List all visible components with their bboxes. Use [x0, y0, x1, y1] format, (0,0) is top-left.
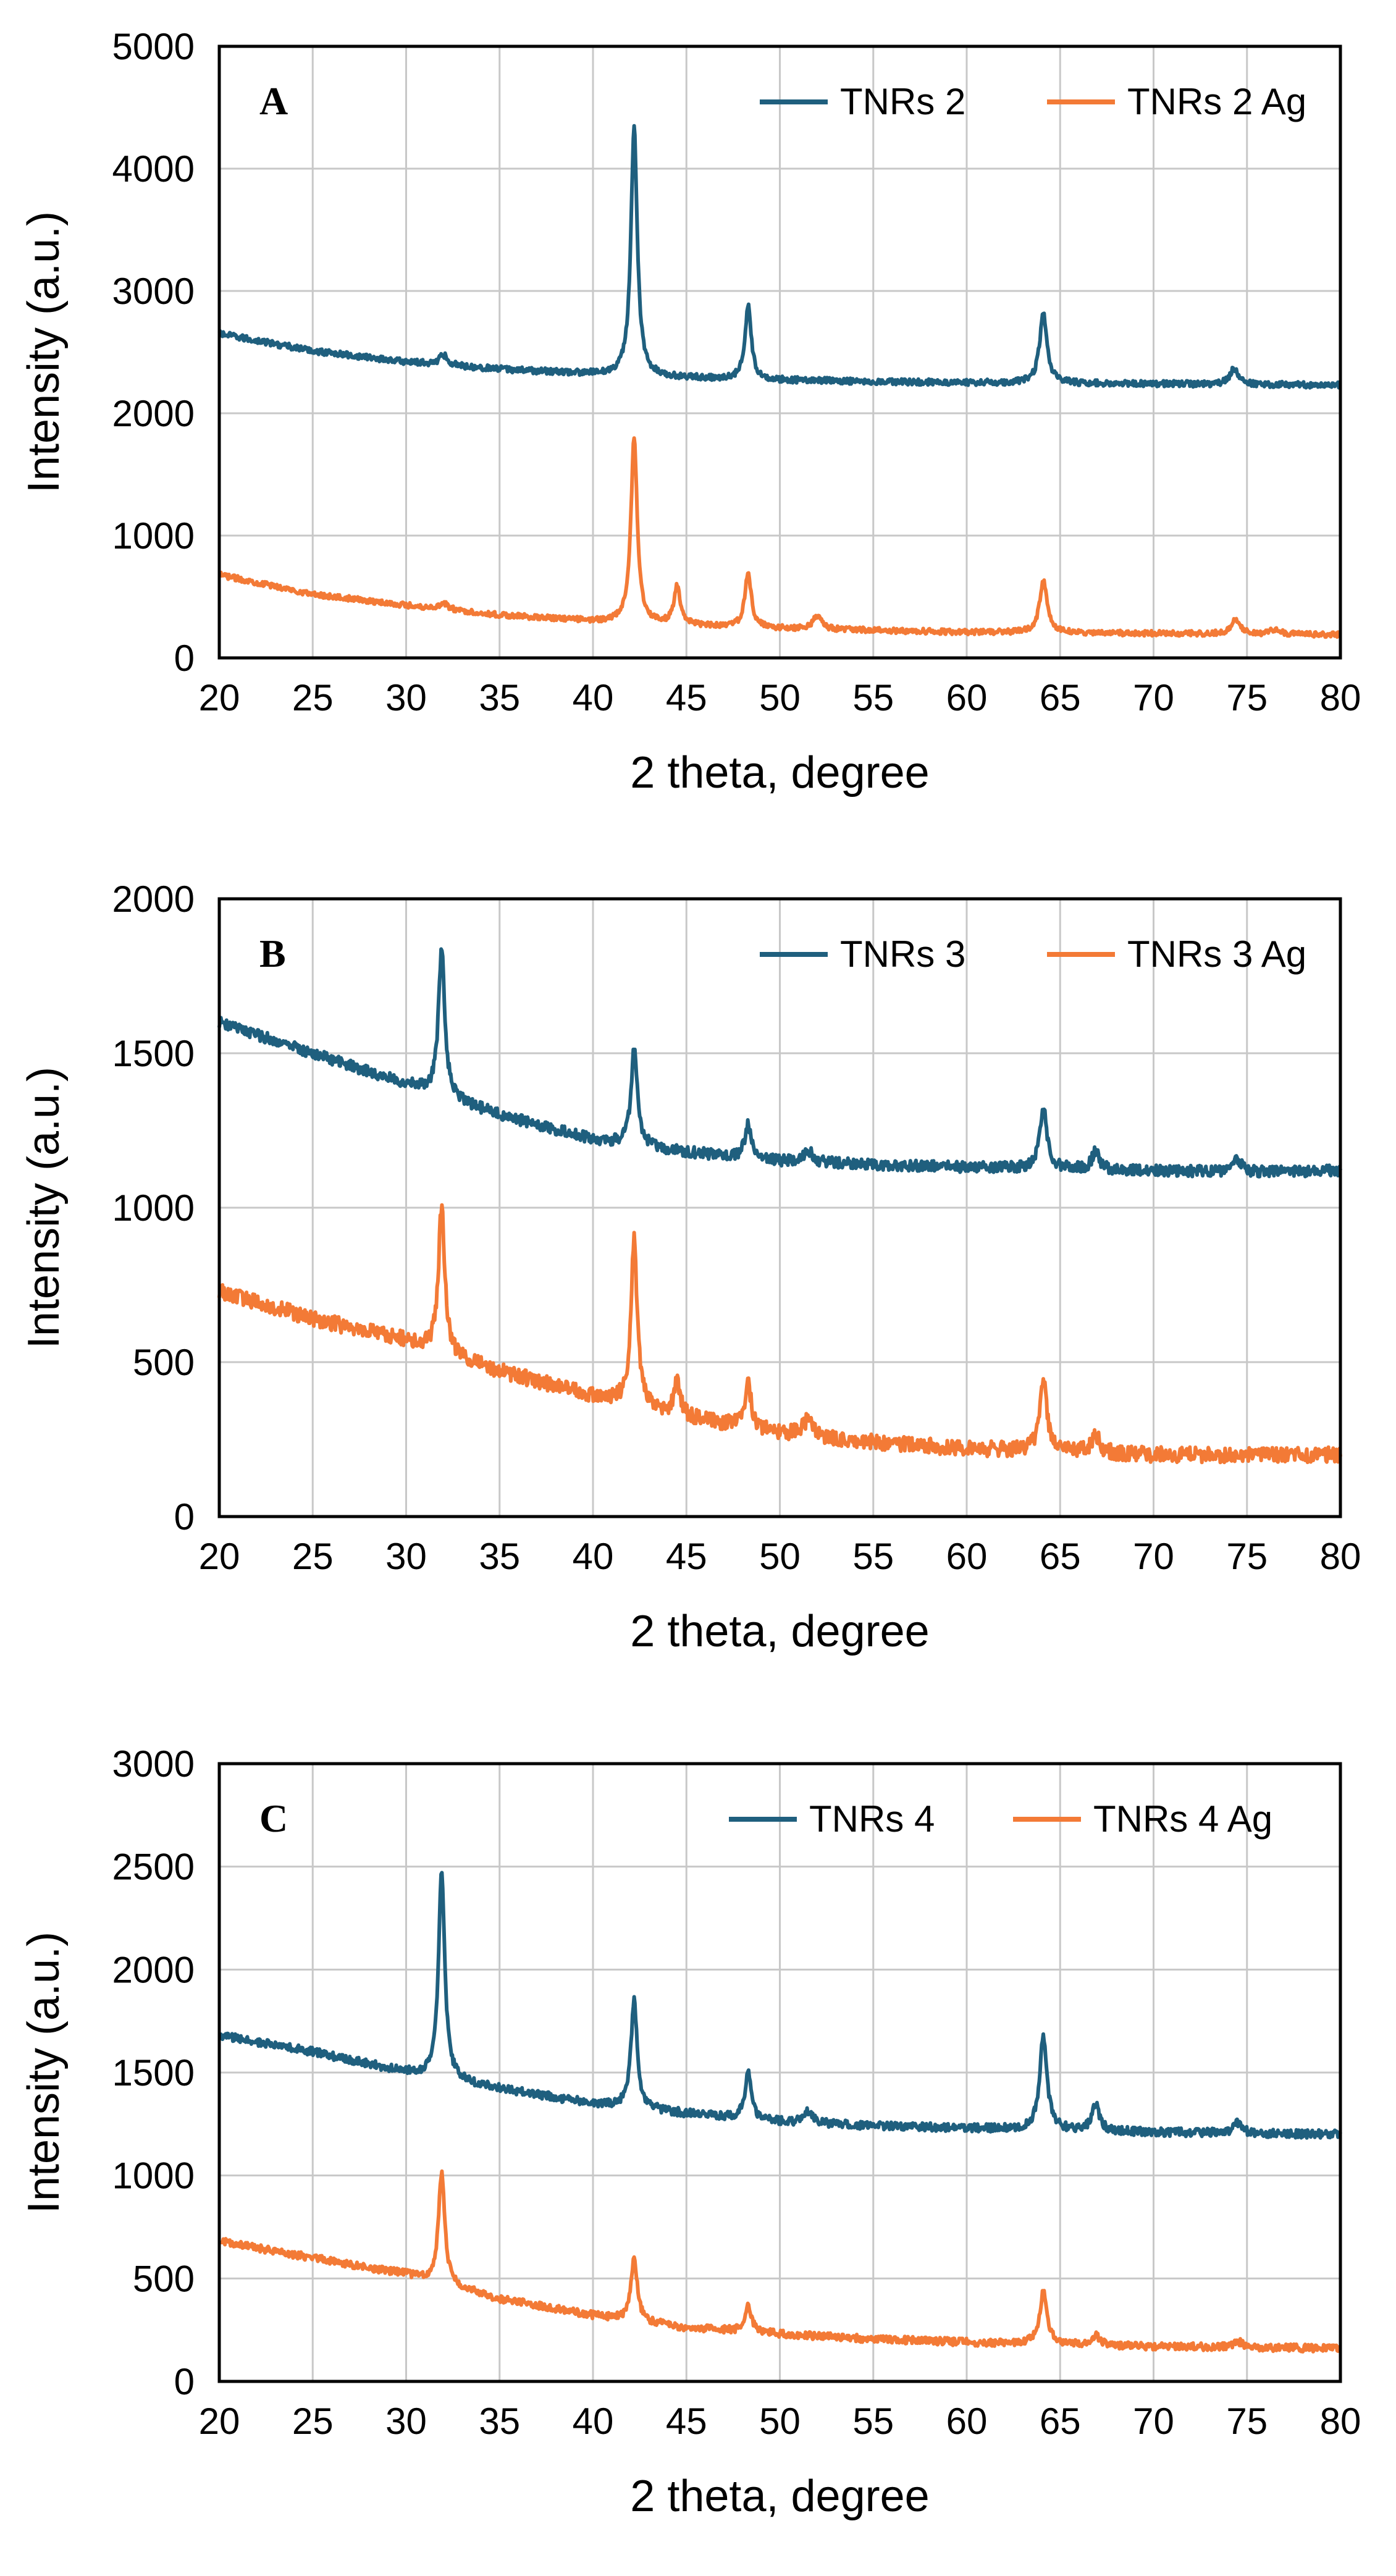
plot-frame — [217, 897, 1342, 1518]
legend-entry: TNRs 2 — [760, 81, 965, 122]
x-tick-label: 25 — [292, 2401, 334, 2442]
chart-panel-b: 20 25 30 35 40 45 50 55 60 65 70 75 80 0 500 1000 1500 20… — [19, 878, 1361, 1656]
legend-label: TNRs 3 — [840, 933, 965, 975]
x-tick-label: 65 — [1040, 1536, 1081, 1577]
x-tick-label: 35 — [479, 1536, 520, 1577]
legend-entry: TNRs 4 — [729, 1798, 935, 1840]
x-tick-label: 45 — [666, 677, 707, 718]
x-tick-label: 35 — [479, 2401, 520, 2442]
y-tick-label: 3000 — [112, 271, 195, 312]
legend-label: TNRs 3 Ag — [1127, 933, 1306, 975]
legend-label: TNRs 2 Ag — [1127, 81, 1306, 122]
legend-entry: TNRs 3 Ag — [1047, 933, 1306, 975]
x-tick-label: 50 — [759, 2401, 801, 2442]
y-tick-label: 0 — [174, 2361, 195, 2402]
x-tick-label: 70 — [1133, 1536, 1174, 1577]
y-tick-label: 2000 — [112, 393, 195, 434]
x-tick-label: 25 — [292, 677, 334, 718]
x-tick-label: 55 — [852, 677, 894, 718]
y-tick-label: 5000 — [112, 26, 195, 67]
series-line-ag — [217, 436, 1342, 639]
x-tick-label: 75 — [1226, 1536, 1268, 1577]
x-tick-label: 20 — [199, 1536, 240, 1577]
y-tick-label: 3000 — [112, 1743, 195, 1785]
x-tick-label: 60 — [946, 677, 988, 718]
x-tick-label: 50 — [759, 677, 801, 718]
panel-letter: C — [259, 1796, 288, 1840]
x-axis-label: 2 theta, degree — [630, 748, 929, 798]
x-tick-label: 45 — [666, 1536, 707, 1577]
y-tick-label: 1000 — [112, 1187, 195, 1229]
x-tick-label: 30 — [385, 2401, 427, 2442]
x-tick-label: 25 — [292, 1536, 334, 1577]
x-tick-label: 80 — [1320, 677, 1361, 718]
y-tick-label: 1000 — [112, 515, 195, 557]
x-tick-label: 60 — [946, 2401, 988, 2442]
x-tick-label: 40 — [573, 1536, 614, 1577]
plot-frame — [217, 1762, 1342, 2383]
y-tick-label: 500 — [133, 1342, 195, 1383]
x-axis-label: 2 theta, degree — [630, 2472, 929, 2521]
series-line-ag — [217, 2169, 1342, 2354]
x-tick-label: 70 — [1133, 2401, 1174, 2442]
x-tick-label: 65 — [1040, 677, 1081, 718]
plot-frame — [217, 44, 1342, 660]
chart-panel-a: 20 25 30 35 40 45 50 55 60 65 70 75 80 0 1000 2000 3000 4… — [19, 26, 1361, 798]
x-tick-label: 75 — [1226, 677, 1268, 718]
y-tick-label: 1500 — [112, 1033, 195, 1074]
x-tick-label: 30 — [385, 1536, 427, 1577]
y-tick-label: 2500 — [112, 1846, 195, 1888]
x-tick-label: 30 — [385, 677, 427, 718]
x-tick-label: 70 — [1133, 677, 1174, 718]
y-tick-label: 1000 — [112, 2155, 195, 2197]
series-line-sample — [218, 1871, 1342, 2140]
x-tick-label: 20 — [199, 677, 240, 718]
x-tick-label: 55 — [852, 1536, 894, 1577]
legend-entry: TNRs 4 Ag — [1013, 1798, 1272, 1840]
series-line-sample — [217, 947, 1342, 1179]
legend-label: TNRs 4 Ag — [1093, 1798, 1272, 1840]
panel-letter: A — [259, 79, 288, 123]
x-tick-label: 20 — [199, 2401, 240, 2442]
x-tick-label: 40 — [573, 677, 614, 718]
y-tick-label: 0 — [174, 1496, 195, 1538]
x-tick-label: 65 — [1040, 2401, 1081, 2442]
panel-letter: B — [259, 932, 286, 975]
x-axis-label: 2 theta, degree — [630, 1607, 929, 1656]
legend-entry: TNRs 3 — [760, 933, 965, 975]
y-axis-label: Intensity (a.u.) — [19, 1067, 69, 1349]
x-tick-label: 40 — [573, 2401, 614, 2442]
y-tick-label: 500 — [133, 2258, 195, 2299]
y-tick-label: 0 — [174, 638, 195, 679]
x-tick-label: 50 — [759, 1536, 801, 1577]
series-line-ag — [217, 1203, 1342, 1465]
y-axis-label: Intensity (a.u.) — [19, 1932, 69, 2213]
y-tick-label: 1500 — [112, 2052, 195, 2094]
y-axis-label: Intensity (a.u.) — [19, 211, 69, 493]
legend-label: TNRs 4 — [809, 1798, 935, 1840]
chart-panel-c: 20 25 30 35 40 45 50 55 60 65 70 75 80 0 500 1000 1500 20… — [19, 1743, 1361, 2521]
y-tick-label: 2000 — [112, 1949, 195, 1990]
x-tick-label: 35 — [479, 677, 520, 718]
y-tick-label: 4000 — [112, 148, 195, 190]
y-tick-label: 2000 — [112, 878, 195, 920]
legend-entry: TNRs 2 Ag — [1047, 81, 1306, 122]
x-tick-label: 80 — [1320, 1536, 1361, 1577]
x-tick-label: 45 — [666, 2401, 707, 2442]
x-tick-label: 80 — [1320, 2401, 1361, 2442]
x-tick-label: 75 — [1226, 2401, 1268, 2442]
x-tick-label: 55 — [852, 2401, 894, 2442]
series-line-sample — [217, 124, 1342, 390]
legend-label: TNRs 2 — [840, 81, 965, 122]
x-tick-label: 60 — [946, 1536, 988, 1577]
